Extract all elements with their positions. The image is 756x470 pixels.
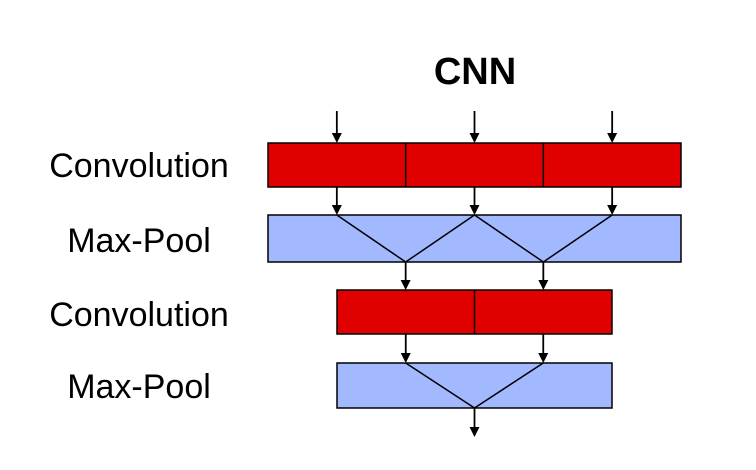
arrow-head: [469, 427, 480, 437]
arrow-head: [400, 280, 411, 290]
layer-label-convolution-1: Convolution: [49, 147, 229, 185]
down-arrow-icon: [607, 187, 618, 215]
down-arrow-icon: [469, 187, 480, 215]
down-arrow-icon: [538, 334, 549, 363]
arrow-head: [331, 205, 342, 215]
layer-label-max-pool-1: Max-Pool: [67, 222, 211, 260]
down-arrow-icon: [469, 408, 480, 437]
down-arrow-icon: [331, 187, 342, 215]
arrow-head: [538, 280, 549, 290]
down-arrow-icon: [607, 111, 618, 143]
layer-label-convolution-2: Convolution: [49, 296, 229, 334]
diagram-title: CNN: [434, 51, 516, 93]
down-arrow-icon: [400, 334, 411, 363]
down-arrow-icon: [538, 262, 549, 290]
down-arrow-icon: [331, 111, 342, 143]
flow-arrows: [331, 111, 618, 437]
arrow-head: [538, 353, 549, 363]
arrow-head: [469, 205, 480, 215]
arrow-head: [400, 353, 411, 363]
down-arrow-icon: [400, 262, 411, 290]
arrow-head: [469, 133, 480, 143]
max-pool-block-2: [267, 214, 682, 263]
convolution-block-1: [267, 142, 682, 188]
arrow-head: [607, 205, 618, 215]
layer-graphics: [267, 142, 682, 409]
arrow-head: [607, 133, 618, 143]
arrow-head: [331, 133, 342, 143]
max-pool-block-4: [336, 362, 613, 409]
down-arrow-icon: [469, 111, 480, 143]
layer-label-max-pool-2: Max-Pool: [67, 368, 211, 406]
